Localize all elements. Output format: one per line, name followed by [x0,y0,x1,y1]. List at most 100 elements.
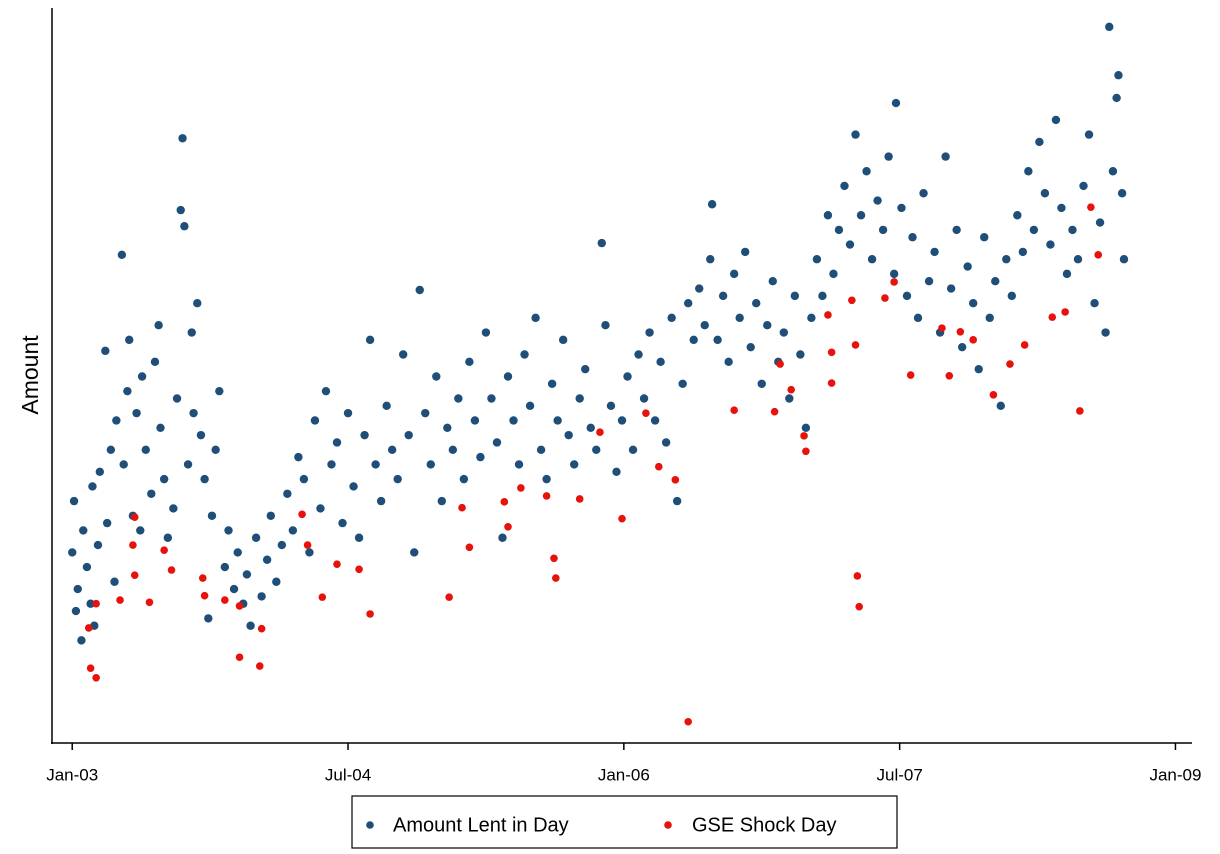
point [713,335,722,345]
point [746,342,755,352]
point [902,291,912,301]
x-tick-label: Jan-06 [598,765,650,784]
point [82,562,92,572]
point [272,577,281,586]
point [1108,167,1118,176]
point [262,555,272,564]
point [1073,255,1083,264]
point [183,460,193,469]
point [229,584,239,594]
point [251,533,261,542]
x-tick-label: Jul-07 [876,765,922,784]
point [1007,291,1017,301]
point [707,200,717,209]
point [303,541,312,549]
point [421,408,430,418]
point [851,130,860,139]
point [1068,225,1077,235]
point [1057,203,1066,213]
point [974,364,983,374]
point [110,577,119,586]
point [980,233,989,242]
point [112,416,121,425]
point [371,460,380,469]
point [156,423,165,433]
point [757,379,766,389]
point [509,416,518,425]
point [824,311,832,319]
point [360,430,369,440]
point [167,566,176,574]
point [1046,240,1055,249]
point [393,474,402,484]
point [890,278,898,286]
point [77,636,86,645]
point [867,255,877,264]
point [88,482,97,491]
point [500,498,509,506]
point [71,606,81,616]
legend-label: Amount Lent in Day [393,814,569,836]
point [1090,299,1099,308]
point [807,313,816,323]
point [172,394,182,403]
point [1114,71,1123,80]
point [684,717,692,726]
point [1095,218,1105,227]
point [86,599,95,608]
x-tick-label: Jul-04 [325,765,371,784]
point [776,360,784,368]
point [924,277,934,286]
point [123,386,132,396]
point [827,379,836,387]
point [706,255,715,264]
point [432,372,441,381]
point [141,445,150,454]
point [812,255,822,264]
point [365,335,375,345]
point [338,518,347,528]
point [661,438,671,447]
point [991,277,1000,286]
point [437,496,447,506]
point [531,313,540,323]
point [283,489,292,498]
point [1117,189,1127,198]
point [200,474,209,484]
point [398,350,408,359]
point [366,610,374,618]
point [834,225,844,235]
point [906,371,915,379]
point [207,511,217,520]
point [257,624,266,633]
point [542,474,551,484]
point [853,572,862,580]
point [242,570,252,579]
point [198,574,207,582]
point [376,496,386,506]
point [129,541,137,549]
point [617,416,627,425]
point [634,350,643,359]
point [211,445,220,454]
point [448,445,458,454]
point [848,296,856,305]
point [952,225,961,235]
point [187,328,196,337]
point [246,621,255,630]
point [678,379,687,389]
x-tick-label: Jan-09 [1149,765,1201,784]
point [558,335,568,345]
point [779,328,789,337]
point [119,460,128,469]
point [1029,225,1039,235]
point [130,571,139,579]
point [160,546,168,555]
point [525,401,535,411]
legend-marker [664,821,672,829]
point [884,152,893,161]
point [889,269,899,279]
point [503,372,513,381]
point [517,484,525,492]
